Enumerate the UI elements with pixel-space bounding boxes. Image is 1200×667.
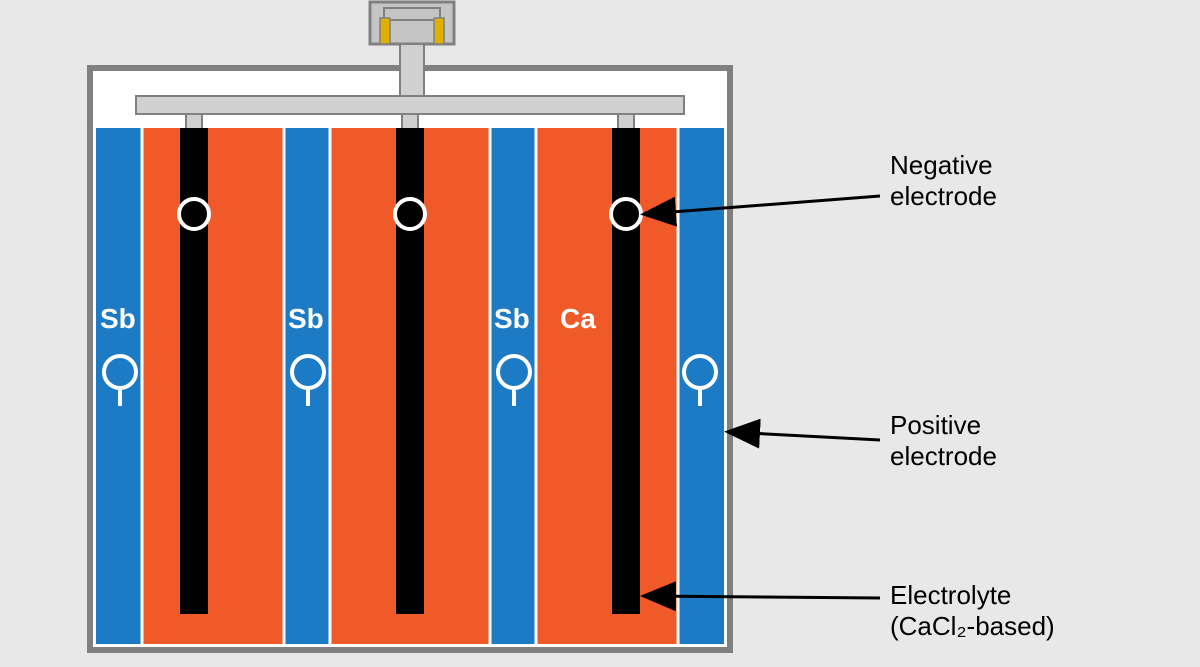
- terminal-1: [434, 18, 444, 44]
- annotation-negative-line0: Negative: [890, 150, 993, 180]
- annotation-positive-line1: electrode: [890, 441, 997, 471]
- electrolyte-strip-2: [536, 128, 678, 644]
- sb-label-2: Sb: [494, 303, 530, 334]
- annotation-electrolyte-line1: (CaCl₂-based): [890, 611, 1055, 641]
- bracket-stem: [400, 44, 424, 96]
- sb-label-0: Sb: [100, 303, 136, 334]
- annotation-negative: Negative electrode: [890, 150, 997, 212]
- terminal-0: [380, 18, 390, 44]
- annotation-electrolyte-line0: Electrolyte: [890, 580, 1011, 610]
- ca-label: Ca: [560, 303, 596, 334]
- annotation-positive: Positive electrode: [890, 410, 997, 472]
- annotation-negative-line1: electrode: [890, 181, 997, 211]
- sb-label-1: Sb: [288, 303, 324, 334]
- arrow-electrolyte: [646, 596, 880, 598]
- battery-diagram: Sb Sb Sb Ca: [0, 0, 1200, 667]
- annotation-positive-line0: Positive: [890, 410, 981, 440]
- annotation-electrolyte: Electrolyte (CaCl₂-based): [890, 580, 1055, 642]
- electrolyte-strip-0: [142, 128, 284, 644]
- bracket-bar: [136, 96, 684, 114]
